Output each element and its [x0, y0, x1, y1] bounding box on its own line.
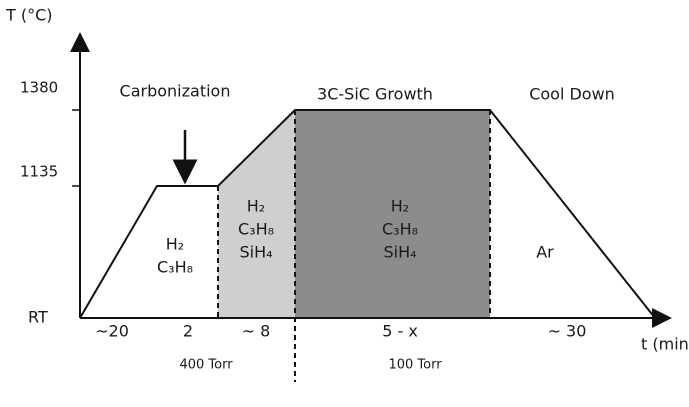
x-axis-label: t (min) — [641, 335, 689, 354]
temperature-profile — [79, 109, 656, 319]
y-tick-label: 1380 — [20, 79, 58, 97]
gas-label: SiH₄ — [383, 243, 416, 262]
gas-label: SiH₄ — [239, 243, 272, 262]
pressure-label: 100 Torr — [388, 358, 442, 373]
y-tick-label: 1135 — [20, 163, 58, 181]
pressure-label: 400 Torr — [179, 358, 233, 373]
duration-label: ~20 — [95, 322, 129, 341]
gas-label: H₂ — [247, 197, 265, 216]
gas-label: C₃H₈ — [157, 258, 193, 277]
gas-label: C₃H₈ — [382, 220, 418, 239]
y-tick-label: RT — [28, 308, 48, 327]
duration-label: ~ 30 — [548, 322, 587, 341]
phase-label: Cool Down — [529, 85, 615, 104]
phase-label: Carbonization — [120, 82, 231, 101]
gas-label: H₂ — [166, 235, 184, 254]
duration-label: ~ 8 — [242, 322, 271, 341]
gas-label: C₃H₈ — [238, 220, 274, 239]
y-axis-label: T (°C) — [5, 6, 53, 25]
gas-label: H₂ — [391, 197, 409, 216]
region-ramp — [218, 110, 295, 318]
gas-label: Ar — [536, 243, 554, 262]
duration-label: 2 — [183, 322, 193, 341]
duration-label: 5 - x — [382, 322, 418, 341]
region-growth — [295, 110, 490, 318]
phase-label: 3C-SiC Growth — [317, 85, 433, 104]
